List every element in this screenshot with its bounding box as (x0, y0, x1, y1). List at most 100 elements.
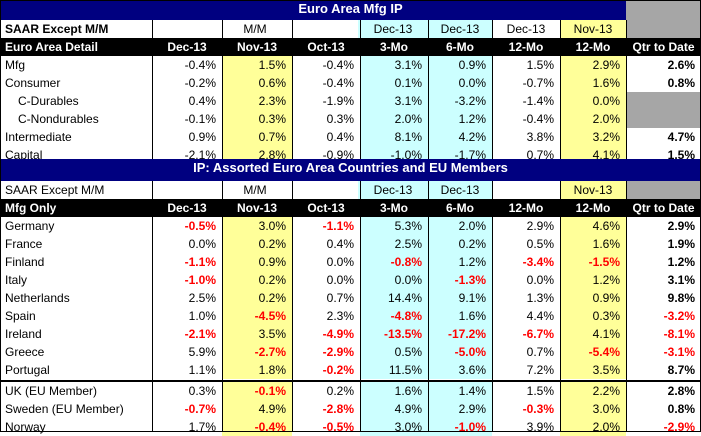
header-period: Dec-13 (358, 181, 428, 199)
data-cell: 0.3% (152, 382, 222, 400)
data-cell: -0.2% (152, 74, 222, 92)
row-label: Sweden (EU Member) (0, 400, 152, 418)
header-period: Nov-13 (560, 181, 626, 199)
data-cell: 9.1% (428, 289, 492, 307)
header-spacer (626, 20, 701, 38)
data-cell (626, 110, 701, 128)
data-cell: 1.6% (360, 382, 428, 400)
data-cell: 0.5% (492, 235, 560, 253)
data-cell: -0.1% (222, 382, 292, 400)
column-divider (0, 0, 1, 432)
data-cell: -1.0% (152, 271, 222, 289)
table-row: France 0.0% 0.2% 0.4% 2.5% 0.2% 0.5% 1.6% 1.9% (0, 235, 701, 253)
header-row-periods: SAAR Except M/M M/M Dec-13 Dec-13 Dec-13 Nov-… (0, 20, 701, 38)
data-cell: 3.1% (360, 56, 428, 74)
data-cell: -2.8% (292, 400, 360, 418)
data-cell: 2.9% (428, 400, 492, 418)
column-divider (222, 20, 223, 159)
data-cell: 1.3% (492, 289, 560, 307)
data-cell: 1.6% (560, 235, 626, 253)
row-label: Norway (0, 418, 152, 436)
data-cell: 1.2% (626, 253, 701, 271)
column-divider (360, 20, 361, 159)
data-cell: -0.4% (292, 56, 360, 74)
data-cell: -3.2% (428, 92, 492, 110)
row-label: Greece (0, 343, 152, 361)
header-row-columns: Euro Area Detail Dec-13 Nov-13 Oct-13 3-Mo 6-… (0, 38, 701, 56)
data-cell: 3.0% (560, 400, 626, 418)
data-cell: 3.1% (360, 92, 428, 110)
header-period: Dec-13 (492, 20, 560, 38)
row-label: Germany (0, 217, 152, 235)
table-row: Portugal 1.1% 1.8% -0.2% 11.5% 3.6% 7.2% 3.5% 8.… (0, 361, 701, 379)
data-cell: -0.2% (292, 361, 360, 379)
data-cell: 2.0% (560, 418, 626, 436)
data-cell: 4.9% (222, 400, 292, 418)
data-cell: -4.8% (360, 307, 428, 325)
column-divider (292, 20, 293, 159)
column-header: 3-Mo (360, 38, 428, 56)
data-cell: 2.5% (152, 289, 222, 307)
table-row: Netherlands 2.5% 0.2% 0.7% 14.4% 9.1% 1.3% 0.9%… (0, 289, 701, 307)
column-header: Mfg Only (0, 199, 152, 217)
data-cell: 2.8% (626, 382, 701, 400)
data-cell: 0.0% (360, 271, 428, 289)
data-cell: 1.2% (560, 271, 626, 289)
data-cell: 1.0% (152, 307, 222, 325)
data-cell: 0.0% (492, 271, 560, 289)
column-divider (152, 181, 153, 432)
data-cell: -3.1% (626, 343, 701, 361)
data-cell: 0.3% (560, 307, 626, 325)
data-cell: 0.2% (222, 289, 292, 307)
table-row: Spain 1.0% -4.5% 2.3% -4.8% 1.6% 4.4% 0.3% -3.2% (0, 307, 701, 325)
data-cell: 9.8% (626, 289, 701, 307)
header-period: Nov-13 (560, 20, 626, 38)
data-cell: -2.9% (292, 343, 360, 361)
data-cell: 0.9% (428, 56, 492, 74)
data-cell: 0.9% (152, 128, 222, 146)
data-cell: 0.0% (292, 253, 360, 271)
row-divider (0, 0, 701, 1)
row-label: Consumer (0, 74, 152, 92)
row-label: C-Nondurables (0, 110, 152, 128)
data-cell: 3.0% (222, 217, 292, 235)
header-period: Dec-13 (428, 20, 492, 38)
data-cell: 2.0% (428, 217, 492, 235)
table-row: C-Nondurables -0.1% 0.3% 0.3% 2.0% 1.2% -0.4% 2… (0, 110, 701, 128)
data-cell: 4.4% (492, 307, 560, 325)
data-cell: 0.0% (292, 271, 360, 289)
data-cell: 2.5% (360, 235, 428, 253)
data-cell: -3.4% (492, 253, 560, 271)
column-divider (560, 181, 561, 432)
row-label: Finland (0, 253, 152, 271)
table-row: Greece 5.9% -2.7% -2.9% 0.5% -5.0% 0.7% -5.4% -3… (0, 343, 701, 361)
data-cell: 7.2% (492, 361, 560, 379)
data-cell: 2.2% (560, 382, 626, 400)
row-label: Ireland (0, 325, 152, 343)
column-header: Dec-13 (152, 199, 222, 217)
data-cell: 2.9% (626, 217, 701, 235)
data-cell: -0.8% (360, 253, 428, 271)
row-label: Spain (0, 307, 152, 325)
table-row: Sweden (EU Member) -0.7% 4.9% -2.8% 4.9% 2.9%… (0, 400, 701, 418)
column-header: 12-Mo (492, 38, 560, 56)
data-cell: -1.0% (428, 418, 492, 436)
data-cell: 0.0% (560, 92, 626, 110)
table-row: Germany -0.5% 3.0% -1.1% 5.3% 2.0% 2.9% 4.6% 2.9… (0, 217, 701, 235)
column-header: 12-Mo (560, 199, 626, 217)
data-cell: -5.0% (428, 343, 492, 361)
data-cell: -0.3% (492, 400, 560, 418)
data-cell: 14.4% (360, 289, 428, 307)
column-divider (626, 181, 627, 432)
column-divider (492, 181, 493, 432)
data-cell: 4.6% (560, 217, 626, 235)
data-cell: 4.9% (360, 400, 428, 418)
data-cell: 0.7% (292, 289, 360, 307)
data-cell: -5.4% (560, 343, 626, 361)
header-mm-group: M/M (152, 20, 358, 38)
data-cell: 2.3% (222, 92, 292, 110)
data-cell: -0.4% (152, 56, 222, 74)
data-cell: 0.7% (492, 343, 560, 361)
data-cell: -0.7% (152, 400, 222, 418)
